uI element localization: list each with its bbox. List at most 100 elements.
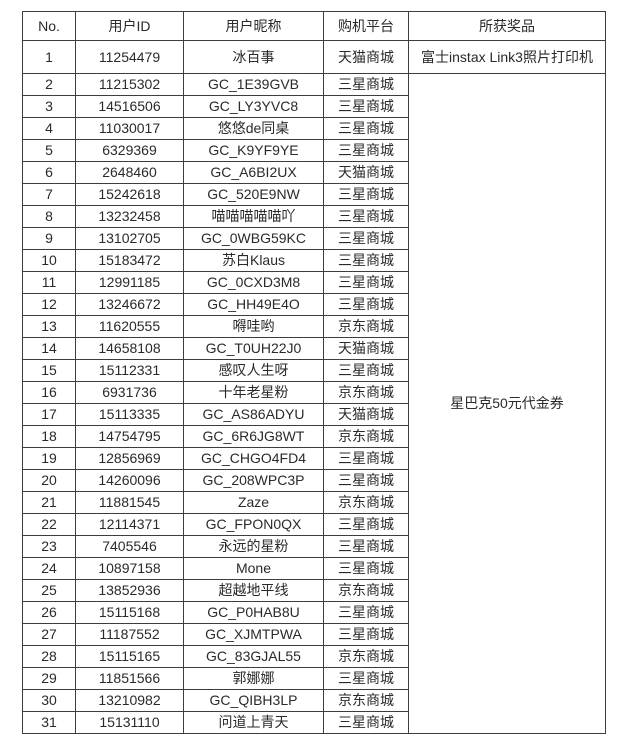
cell-nickname: 感叹人生呀 (183, 359, 324, 382)
cell-user-id: 11881545 (75, 491, 184, 514)
cell-user-id: 6931736 (75, 381, 184, 404)
cell-no: 9 (22, 227, 76, 250)
cell-no: 7 (22, 183, 76, 206)
cell-platform: 三星商城 (323, 271, 409, 294)
cell-user-id: 11254479 (75, 40, 184, 74)
cell-no: 28 (22, 645, 76, 668)
table-row: 25 13852936 超越地平线 京东商城 (22, 579, 606, 602)
cell-platform: 京东商城 (323, 425, 409, 448)
cell-user-id: 11215302 (75, 73, 184, 96)
table-body: 1 11254479 冰百事 天猫商城 富士instax Link3照片打印机 2 1121… (22, 40, 606, 734)
table-row: 27 11187552 GC_XJMTPWA 三星商城 (22, 623, 606, 646)
cell-nickname: GC_208WPC3P (183, 469, 324, 492)
cell-no: 19 (22, 447, 76, 470)
cell-platform: 三星商城 (323, 711, 409, 734)
cell-nickname: 问道上青天 (183, 711, 324, 734)
cell-user-id: 6329369 (75, 139, 184, 162)
cell-user-id: 12114371 (75, 513, 184, 536)
cell-user-id: 13232458 (75, 205, 184, 228)
cell-no: 30 (22, 689, 76, 712)
cell-user-id: 7405546 (75, 535, 184, 558)
header-nickname: 用户昵称 (183, 11, 324, 41)
table-row: 2 11215302 GC_1E39GVB 三星商城 星巴克50元代金券 (22, 73, 606, 734)
cell-nickname: GC_QIBH3LP (183, 689, 324, 712)
cell-no: 22 (22, 513, 76, 536)
cell-no: 20 (22, 469, 76, 492)
cell-no: 18 (22, 425, 76, 448)
cell-nickname: GC_T0UH22J0 (183, 337, 324, 360)
cell-user-id: 11030017 (75, 117, 184, 140)
cell-user-id: 12991185 (75, 271, 184, 294)
cell-no: 25 (22, 579, 76, 602)
cell-nickname: GC_6R6JG8WT (183, 425, 324, 448)
cell-platform: 天猫商城 (323, 40, 409, 74)
cell-nickname: GC_83GJAL55 (183, 645, 324, 668)
header-platform: 购机平台 (323, 11, 409, 41)
cell-platform: 三星商城 (323, 73, 409, 96)
cell-nickname: GC_0CXD3M8 (183, 271, 324, 294)
cell-platform: 三星商城 (323, 469, 409, 492)
cell-nickname: Mone (183, 557, 324, 580)
cell-nickname: 十年老星粉 (183, 381, 324, 404)
cell-user-id: 14754795 (75, 425, 184, 448)
cell-nickname: 悠悠de同桌 (183, 117, 324, 140)
cell-no: 23 (22, 535, 76, 558)
cell-no: 1 (22, 40, 76, 74)
header-user-id: 用户ID (75, 11, 184, 41)
table-row: 31 15131110 问道上青天 三星商城 (22, 711, 606, 734)
cell-nickname: 冰百事 (183, 40, 324, 74)
cell-platform: 京东商城 (323, 315, 409, 338)
cell-no: 10 (22, 249, 76, 272)
cell-platform: 三星商城 (323, 601, 409, 624)
cell-user-id: 11187552 (75, 623, 184, 646)
cell-no: 15 (22, 359, 76, 382)
cell-no: 12 (22, 293, 76, 316)
cell-user-id: 15115165 (75, 645, 184, 668)
cell-user-id: 13246672 (75, 293, 184, 316)
cell-no: 26 (22, 601, 76, 624)
cell-platform: 三星商城 (323, 513, 409, 536)
header-prize: 所获奖品 (408, 11, 606, 41)
cell-user-id: 10897158 (75, 557, 184, 580)
cell-platform: 京东商城 (323, 491, 409, 514)
winners-table: No. 用户ID 用户昵称 购机平台 所获奖品 1 11254479 冰百事 天猫商城… (22, 11, 606, 734)
cell-nickname: GC_LY3YVC8 (183, 95, 324, 118)
cell-nickname: GC_HH49E4O (183, 293, 324, 316)
cell-nickname: GC_XJMTPWA (183, 623, 324, 646)
cell-platform: 天猫商城 (323, 161, 409, 184)
cell-user-id: 15242618 (75, 183, 184, 206)
cell-platform: 三星商城 (323, 227, 409, 250)
cell-nickname: GC_520E9NW (183, 183, 324, 206)
cell-platform: 天猫商城 (323, 403, 409, 426)
cell-nickname: GC_AS86ADYU (183, 403, 324, 426)
cell-platform: 三星商城 (323, 183, 409, 206)
cell-nickname: 喵喵喵喵喵吖 (183, 205, 324, 228)
cell-nickname: GC_CHGO4FD4 (183, 447, 324, 470)
cell-no: 16 (22, 381, 76, 404)
cell-nickname: GC_0WBG59KC (183, 227, 324, 250)
table-row: 9 13102705 GC_0WBG59KC 三星商城 (22, 227, 606, 250)
cell-user-id: 15115168 (75, 601, 184, 624)
cell-platform: 三星商城 (323, 249, 409, 272)
cell-user-id: 13210982 (75, 689, 184, 712)
cell-prize-first: 富士instax Link3照片打印机 (408, 40, 606, 74)
table-row: 8 13232458 喵喵喵喵喵吖 三星商城 (22, 205, 606, 228)
cell-no: 3 (22, 95, 76, 118)
cell-platform: 三星商城 (323, 667, 409, 690)
cell-no: 24 (22, 557, 76, 580)
table-row: 29 11851566 郭娜娜 三星商城 (22, 667, 606, 690)
cell-platform: 三星商城 (323, 117, 409, 140)
cell-user-id: 11620555 (75, 315, 184, 338)
cell-user-id: 15131110 (75, 711, 184, 734)
cell-no: 6 (22, 161, 76, 184)
cell-platform: 京东商城 (323, 689, 409, 712)
cell-platform: 京东商城 (323, 381, 409, 404)
table-row: 12 13246672 GC_HH49E4O 三星商城 (22, 293, 606, 316)
cell-nickname: 永远的星粉 (183, 535, 324, 558)
cell-platform: 三星商城 (323, 557, 409, 580)
cell-user-id: 12856969 (75, 447, 184, 470)
cell-user-id: 15183472 (75, 249, 184, 272)
cell-user-id: 15113335 (75, 403, 184, 426)
cell-user-id: 14260096 (75, 469, 184, 492)
